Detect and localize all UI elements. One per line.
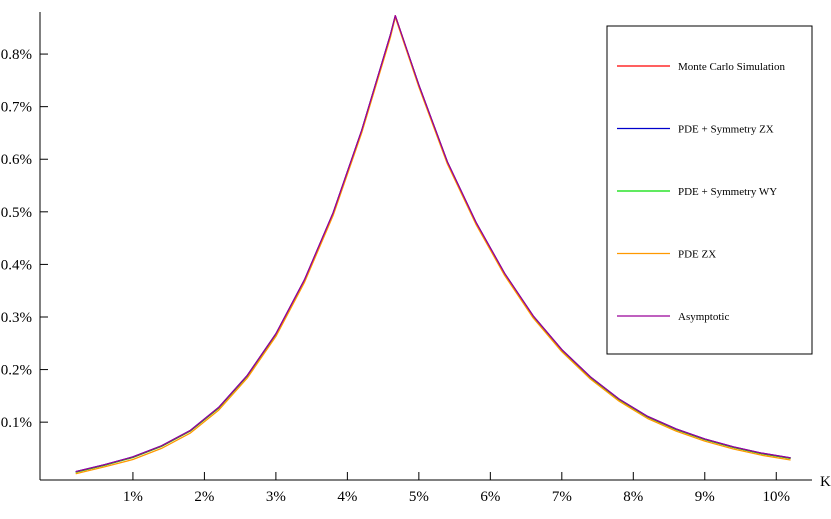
x-tick-label: 1% (123, 489, 143, 505)
x-tick-label: 9% (695, 489, 715, 505)
axis-ticks: 1% 2% 3% 4% 5% 6% 7% 8% 9% 10% 0.1% 0.2% 0.3% 0.4% 0.5… (1, 47, 790, 505)
legend: Monte Carlo Simulation PDE + Symmetry ZX P… (606, 25, 813, 355)
legend-entry-label: PDE + Symmetry WY (678, 186, 777, 198)
y-tick-label: 0.8% (1, 47, 32, 63)
series-lines (75, 15, 791, 475)
x-tick-label: 8% (623, 489, 643, 505)
series-line-asymptotic (75, 15, 791, 473)
legend-entry-label: PDE ZX (678, 249, 716, 261)
series-line-pde-zx (75, 16, 791, 475)
x-tick-label: 3% (266, 489, 286, 505)
x-tick-label: 2% (194, 489, 214, 505)
x-axis-label: K (820, 474, 831, 490)
x-tick-label: 7% (552, 489, 572, 505)
y-tick-label: 0.4% (1, 257, 32, 273)
chart-axes: K (39, 12, 831, 490)
y-tick-label: 0.6% (1, 152, 32, 168)
legend-box (606, 25, 813, 355)
legend-entry-label: Asymptotic (678, 311, 729, 323)
legend-entry-label: Monte Carlo Simulation (678, 61, 785, 73)
x-tick-label: 10% (763, 489, 791, 505)
x-tick-label: 5% (409, 489, 429, 505)
y-tick-label: 0.5% (1, 205, 32, 221)
x-tick-label: 6% (480, 489, 500, 505)
legend-entry-label: PDE + Symmetry ZX (678, 124, 774, 136)
x-tick-label: 4% (337, 489, 357, 505)
y-tick-label: 0.2% (1, 363, 32, 379)
y-tick-label: 0.3% (1, 310, 32, 326)
y-tick-label: 0.1% (1, 415, 32, 431)
y-tick-label: 0.7% (1, 100, 32, 116)
